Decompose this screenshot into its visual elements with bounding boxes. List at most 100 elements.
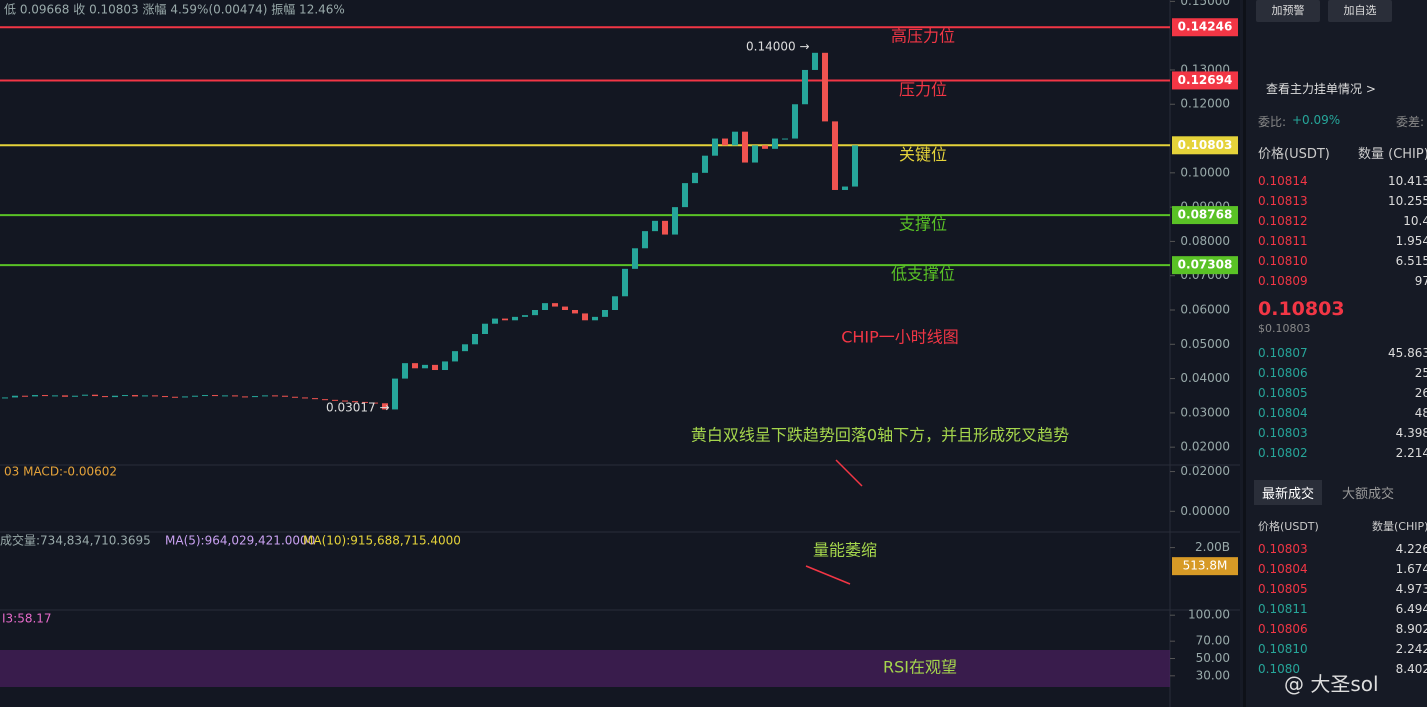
candle <box>672 207 678 235</box>
candle <box>522 315 528 317</box>
quantity: 4.973 <box>1395 582 1427 596</box>
candle <box>422 364 428 369</box>
price: 0.10805 <box>1258 582 1308 596</box>
candle <box>752 145 758 163</box>
button[interactable]: 加预警 <box>1256 0 1320 22</box>
candle <box>582 313 588 321</box>
level-name: 高压力位 <box>891 27 955 46</box>
price: 0.10804 <box>1258 406 1308 420</box>
header: 价格(USDT) <box>1258 520 1319 533</box>
candle <box>642 231 648 249</box>
macd-header: 03 MACD:-0.00602 <box>4 465 117 479</box>
candle <box>442 361 448 371</box>
book-row: 0.10805 26 <box>1246 383 1427 403</box>
book-row: 0.10805 4.973 <box>1246 579 1427 599</box>
button[interactable]: 加自选 <box>1328 0 1392 22</box>
header: 数量(CHIP) <box>1372 520 1427 533</box>
candle <box>572 310 578 314</box>
candle <box>742 131 748 163</box>
level-label: 0.08768 <box>1178 208 1233 222</box>
ratio: +0.09% <box>1292 113 1341 127</box>
candle <box>342 400 348 402</box>
y-tick-label: 0.10000 <box>1180 165 1230 179</box>
quantity: 2.214 <box>1395 446 1427 460</box>
level-box <box>1172 256 1238 275</box>
book-row: 0.10803 4.226 <box>1246 539 1427 559</box>
book-row: 0.10804 1.674 <box>1246 559 1427 579</box>
y-tick-label: 0.15000 <box>1180 0 1230 8</box>
candle <box>222 395 228 397</box>
candle <box>502 318 508 321</box>
y-tick-label: 50.00 <box>1196 651 1230 665</box>
price: 0.10805 <box>1258 386 1308 400</box>
y-tick-label: 0.04000 <box>1180 371 1230 385</box>
y-tick-label: 0.06000 <box>1180 303 1230 317</box>
candle <box>112 395 118 398</box>
candle <box>332 399 338 401</box>
level-label: 0.10803 <box>1178 138 1233 152</box>
candle <box>552 303 558 307</box>
book-row: 0.10802 2.214 <box>1246 443 1427 463</box>
candle <box>212 395 218 397</box>
candle <box>542 303 548 310</box>
candle <box>372 402 378 404</box>
candle <box>712 138 718 156</box>
candle <box>182 396 188 398</box>
book-row: 0.10811 1.954 <box>1246 231 1427 251</box>
quantity: 25 <box>1414 366 1427 380</box>
link: 查看主力挂单情况 > <box>1266 82 1376 96</box>
volume-header: MA(10):915,688,715.4000 <box>303 534 461 548</box>
candle <box>142 395 148 397</box>
candle <box>692 172 698 184</box>
quantity: 4.398 <box>1395 426 1427 440</box>
background <box>0 0 1240 707</box>
volume-header: MA(5):964,029,421.0000 <box>165 534 315 548</box>
candle <box>722 138 728 146</box>
watermark: @ 大圣sol <box>1284 672 1379 696</box>
book-row: 0.10813 10.255 <box>1246 191 1427 211</box>
candle <box>52 395 58 397</box>
candle <box>262 395 268 397</box>
volume-box <box>1172 557 1238 576</box>
candle <box>622 268 628 297</box>
book-row: 0.10810 2.242 <box>1246 639 1427 659</box>
price: 0.10814 <box>1258 174 1308 188</box>
candle <box>472 334 478 345</box>
y-tick-label: 30.00 <box>1196 668 1230 682</box>
quantity: 1.954 <box>1395 234 1427 248</box>
candle <box>812 52 818 70</box>
candle <box>532 310 538 316</box>
quantity: 97 <box>1414 274 1427 288</box>
price: 0.10810 <box>1258 254 1308 268</box>
candle <box>82 394 88 396</box>
rsi-header: I3:58.17 <box>2 612 52 626</box>
price: 0.10812 <box>1258 214 1308 228</box>
book-row: 0.10810 6.515 <box>1246 251 1427 271</box>
y-tick-label: 0.02000 <box>1180 440 1230 454</box>
tab[interactable]: 大额成交 <box>1342 487 1395 502</box>
level-box <box>1172 71 1238 90</box>
candle <box>2 397 8 399</box>
quantity: 4.226 <box>1395 542 1427 556</box>
price: 0.10813 <box>1258 194 1308 208</box>
candle <box>412 363 418 369</box>
candle <box>802 69 808 105</box>
volume-label: 513.8M <box>1183 559 1228 573</box>
chart: 低 0.09668 收 0.10803 涨幅 4.59%(0.00474) 振幅… <box>0 0 1240 707</box>
y-tick-label: 0.05000 <box>1180 337 1230 351</box>
candle <box>632 248 638 269</box>
quantity: 8.402 <box>1395 662 1427 676</box>
rsi-band <box>0 650 1170 687</box>
level-label: 0.12694 <box>1178 73 1233 87</box>
price: 0.10810 <box>1258 642 1308 656</box>
candle <box>772 138 778 149</box>
candle <box>682 183 688 208</box>
candle <box>252 396 258 398</box>
candle <box>462 344 468 352</box>
y-tick-label: 0.03000 <box>1180 405 1230 419</box>
tab[interactable]: 最新成交 <box>1254 480 1323 505</box>
last-price: 0.10803 <box>1258 298 1345 320</box>
y-tick-label: 70.00 <box>1196 634 1230 648</box>
candle <box>382 403 388 410</box>
